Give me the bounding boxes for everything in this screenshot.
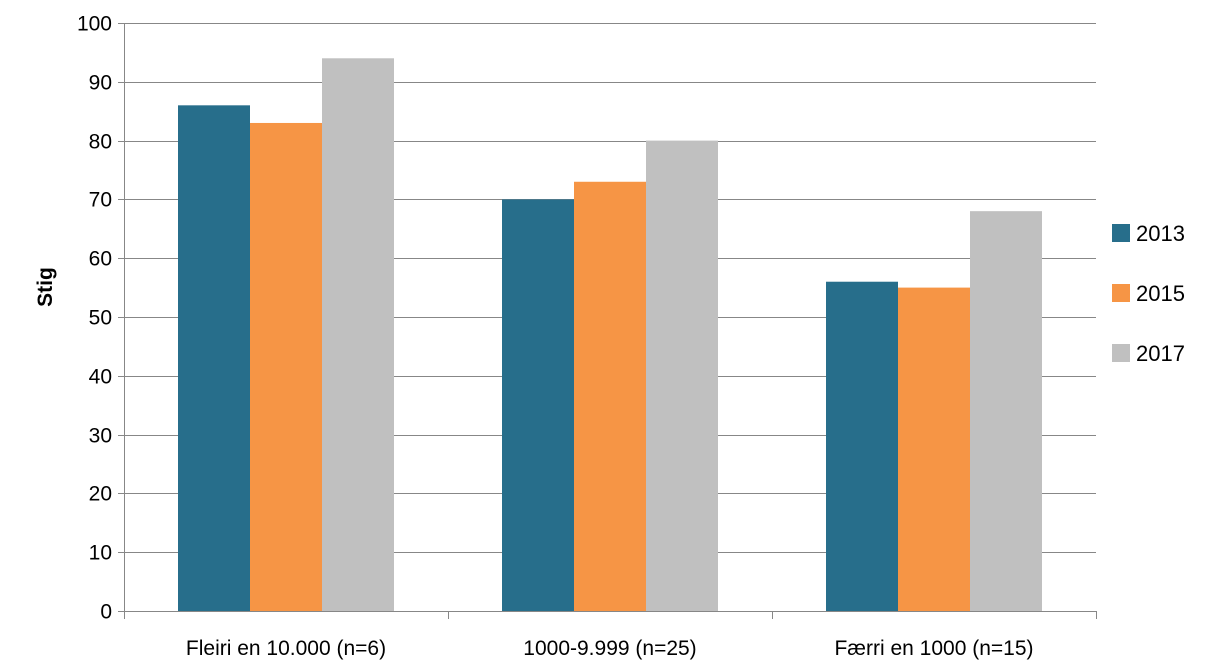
y-tick-label: 30: [89, 425, 112, 448]
axes: 0 10 20 30 40 50 60 70 80 90 100 Fleiri en 10.000 (…: [77, 13, 1097, 660]
bar-2015-1: [574, 181, 646, 611]
bar-2013-2: [826, 281, 898, 611]
bar-2017-2: [970, 211, 1042, 611]
bar-2013-1: [502, 199, 574, 611]
bars: [178, 58, 1042, 612]
y-tick-label: 70: [89, 189, 112, 212]
legend-label-2017: 2017: [1136, 341, 1185, 366]
y-tick-label: 50: [89, 307, 112, 330]
bar-2015-0: [250, 122, 322, 612]
y-tick-label: 40: [89, 366, 112, 389]
legend: 2013 2015 2017: [1112, 221, 1185, 366]
bar-2015-2: [898, 287, 970, 611]
legend-label-2015: 2015: [1136, 281, 1185, 306]
x-category-label: Fleiri en 10.000 (n=6): [186, 637, 386, 660]
y-tick-label: 80: [89, 131, 112, 154]
x-category-label: Færri en 1000 (n=15): [834, 637, 1033, 660]
legend-swatch-2017: [1112, 344, 1130, 362]
bar-2017-0: [322, 58, 394, 611]
y-axis-title: Stig: [34, 267, 57, 307]
legend-swatch-2015: [1112, 284, 1130, 302]
y-tick-label: 100: [77, 13, 112, 36]
x-category-label: 1000-9.999 (n=25): [523, 637, 696, 660]
y-tick-label: 0: [100, 601, 112, 624]
legend-swatch-2013: [1112, 224, 1130, 242]
y-tick-label: 90: [89, 72, 112, 95]
y-tick-label: 20: [89, 483, 112, 506]
legend-label-2013: 2013: [1136, 221, 1185, 246]
bar-2013-0: [178, 105, 250, 611]
y-tick-label: 10: [89, 542, 112, 565]
bar-2017-1: [646, 140, 718, 611]
y-tick-label: 60: [89, 248, 112, 271]
